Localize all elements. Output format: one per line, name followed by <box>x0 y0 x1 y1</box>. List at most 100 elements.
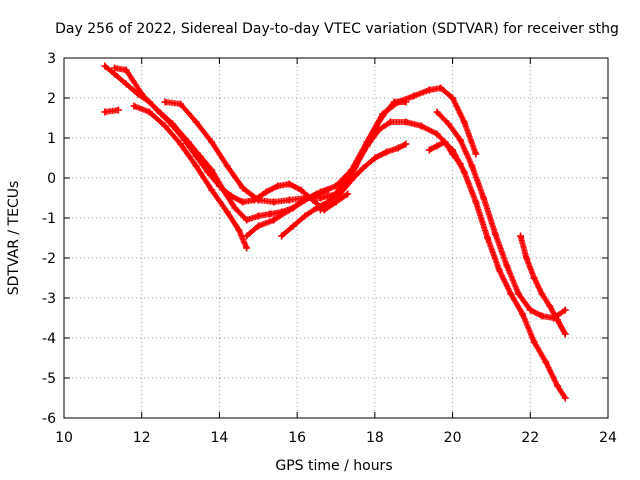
data-point <box>344 190 352 198</box>
data-point <box>433 108 441 116</box>
data-point <box>196 152 204 160</box>
data-point <box>278 232 286 240</box>
data-point <box>417 122 425 130</box>
data-point <box>553 316 561 324</box>
data-point <box>433 142 441 150</box>
data-point <box>538 290 546 298</box>
series-arc-3 <box>101 106 122 116</box>
data-point <box>484 234 492 242</box>
data-point <box>460 168 468 176</box>
data-point <box>208 166 216 174</box>
y-tick-label: 1 <box>47 131 56 147</box>
data-point <box>130 102 138 110</box>
data-point <box>460 118 468 126</box>
data-point <box>561 306 569 314</box>
data-point <box>316 194 324 202</box>
data-point <box>289 222 297 230</box>
y-tick-label: 2 <box>47 91 56 107</box>
data-point <box>297 186 305 194</box>
data-point <box>390 98 398 106</box>
series-arc-2 <box>111 64 332 224</box>
data-point <box>313 204 321 212</box>
data-point <box>410 92 418 100</box>
data-point <box>122 66 130 74</box>
x-tick-label: 16 <box>288 430 306 446</box>
data-point <box>301 196 309 204</box>
data-point <box>254 222 262 230</box>
data-point <box>351 162 359 170</box>
x-tick-label: 24 <box>599 430 617 446</box>
data-point <box>285 196 293 204</box>
data-point <box>445 120 453 128</box>
data-point <box>114 106 122 114</box>
data-point <box>145 108 153 116</box>
data-point <box>546 302 554 310</box>
data-point <box>425 146 433 154</box>
y-tick-label: -4 <box>42 331 56 347</box>
y-tick-label: -1 <box>42 211 56 227</box>
data-point <box>507 290 515 298</box>
data-point <box>153 106 161 114</box>
data-point <box>441 138 449 146</box>
data-point <box>219 186 227 194</box>
data-point <box>192 162 200 170</box>
series-arc-11 <box>425 138 464 168</box>
plot-frame <box>63 57 609 419</box>
series-arc-4 <box>130 102 251 252</box>
y-axis-label: SDTVAR / TECUs <box>6 181 22 296</box>
data-point <box>359 164 367 172</box>
data-point <box>456 136 464 144</box>
data-point <box>235 226 243 234</box>
data-point <box>383 148 391 156</box>
data-point <box>301 212 309 220</box>
data-point <box>316 206 324 214</box>
x-tick-label: 22 <box>521 430 539 446</box>
data-point <box>542 358 550 366</box>
data-point <box>262 188 270 196</box>
data-point <box>561 394 569 402</box>
data-point <box>239 198 247 206</box>
data-point <box>480 194 488 202</box>
y-tick-label: -3 <box>42 291 56 307</box>
data-point <box>254 212 262 220</box>
data-point <box>177 140 185 148</box>
series-arc-9 <box>433 108 569 322</box>
grid <box>64 58 608 418</box>
data-point <box>394 144 402 152</box>
data-point <box>472 198 480 206</box>
data-point <box>340 180 348 188</box>
data-point <box>517 232 525 240</box>
series-markers <box>434 109 569 321</box>
data-point <box>223 162 231 170</box>
data-point <box>371 154 379 162</box>
data-point <box>402 140 410 148</box>
data-point <box>270 198 278 206</box>
data-point <box>270 216 278 224</box>
data-point <box>285 206 293 214</box>
data-point <box>231 204 239 212</box>
data-point <box>274 182 282 190</box>
data-point <box>184 138 192 146</box>
data-point <box>328 194 336 202</box>
y-tick-label: 3 <box>47 51 56 67</box>
data-point <box>223 208 231 216</box>
data-point <box>285 180 293 188</box>
data-marks <box>101 62 569 402</box>
data-point <box>379 112 387 120</box>
data-point <box>208 186 216 194</box>
y-tick-label: -5 <box>42 371 56 387</box>
data-point <box>243 244 251 252</box>
x-tick-label: 12 <box>133 430 151 446</box>
data-point <box>177 100 185 108</box>
data-point <box>169 120 177 128</box>
x-tick-label: 10 <box>55 430 73 446</box>
data-point <box>515 290 523 298</box>
data-point <box>456 160 464 168</box>
data-point <box>386 118 394 126</box>
data-point <box>316 188 324 196</box>
data-point <box>449 150 457 158</box>
data-point <box>138 90 146 98</box>
data-point <box>402 98 410 106</box>
